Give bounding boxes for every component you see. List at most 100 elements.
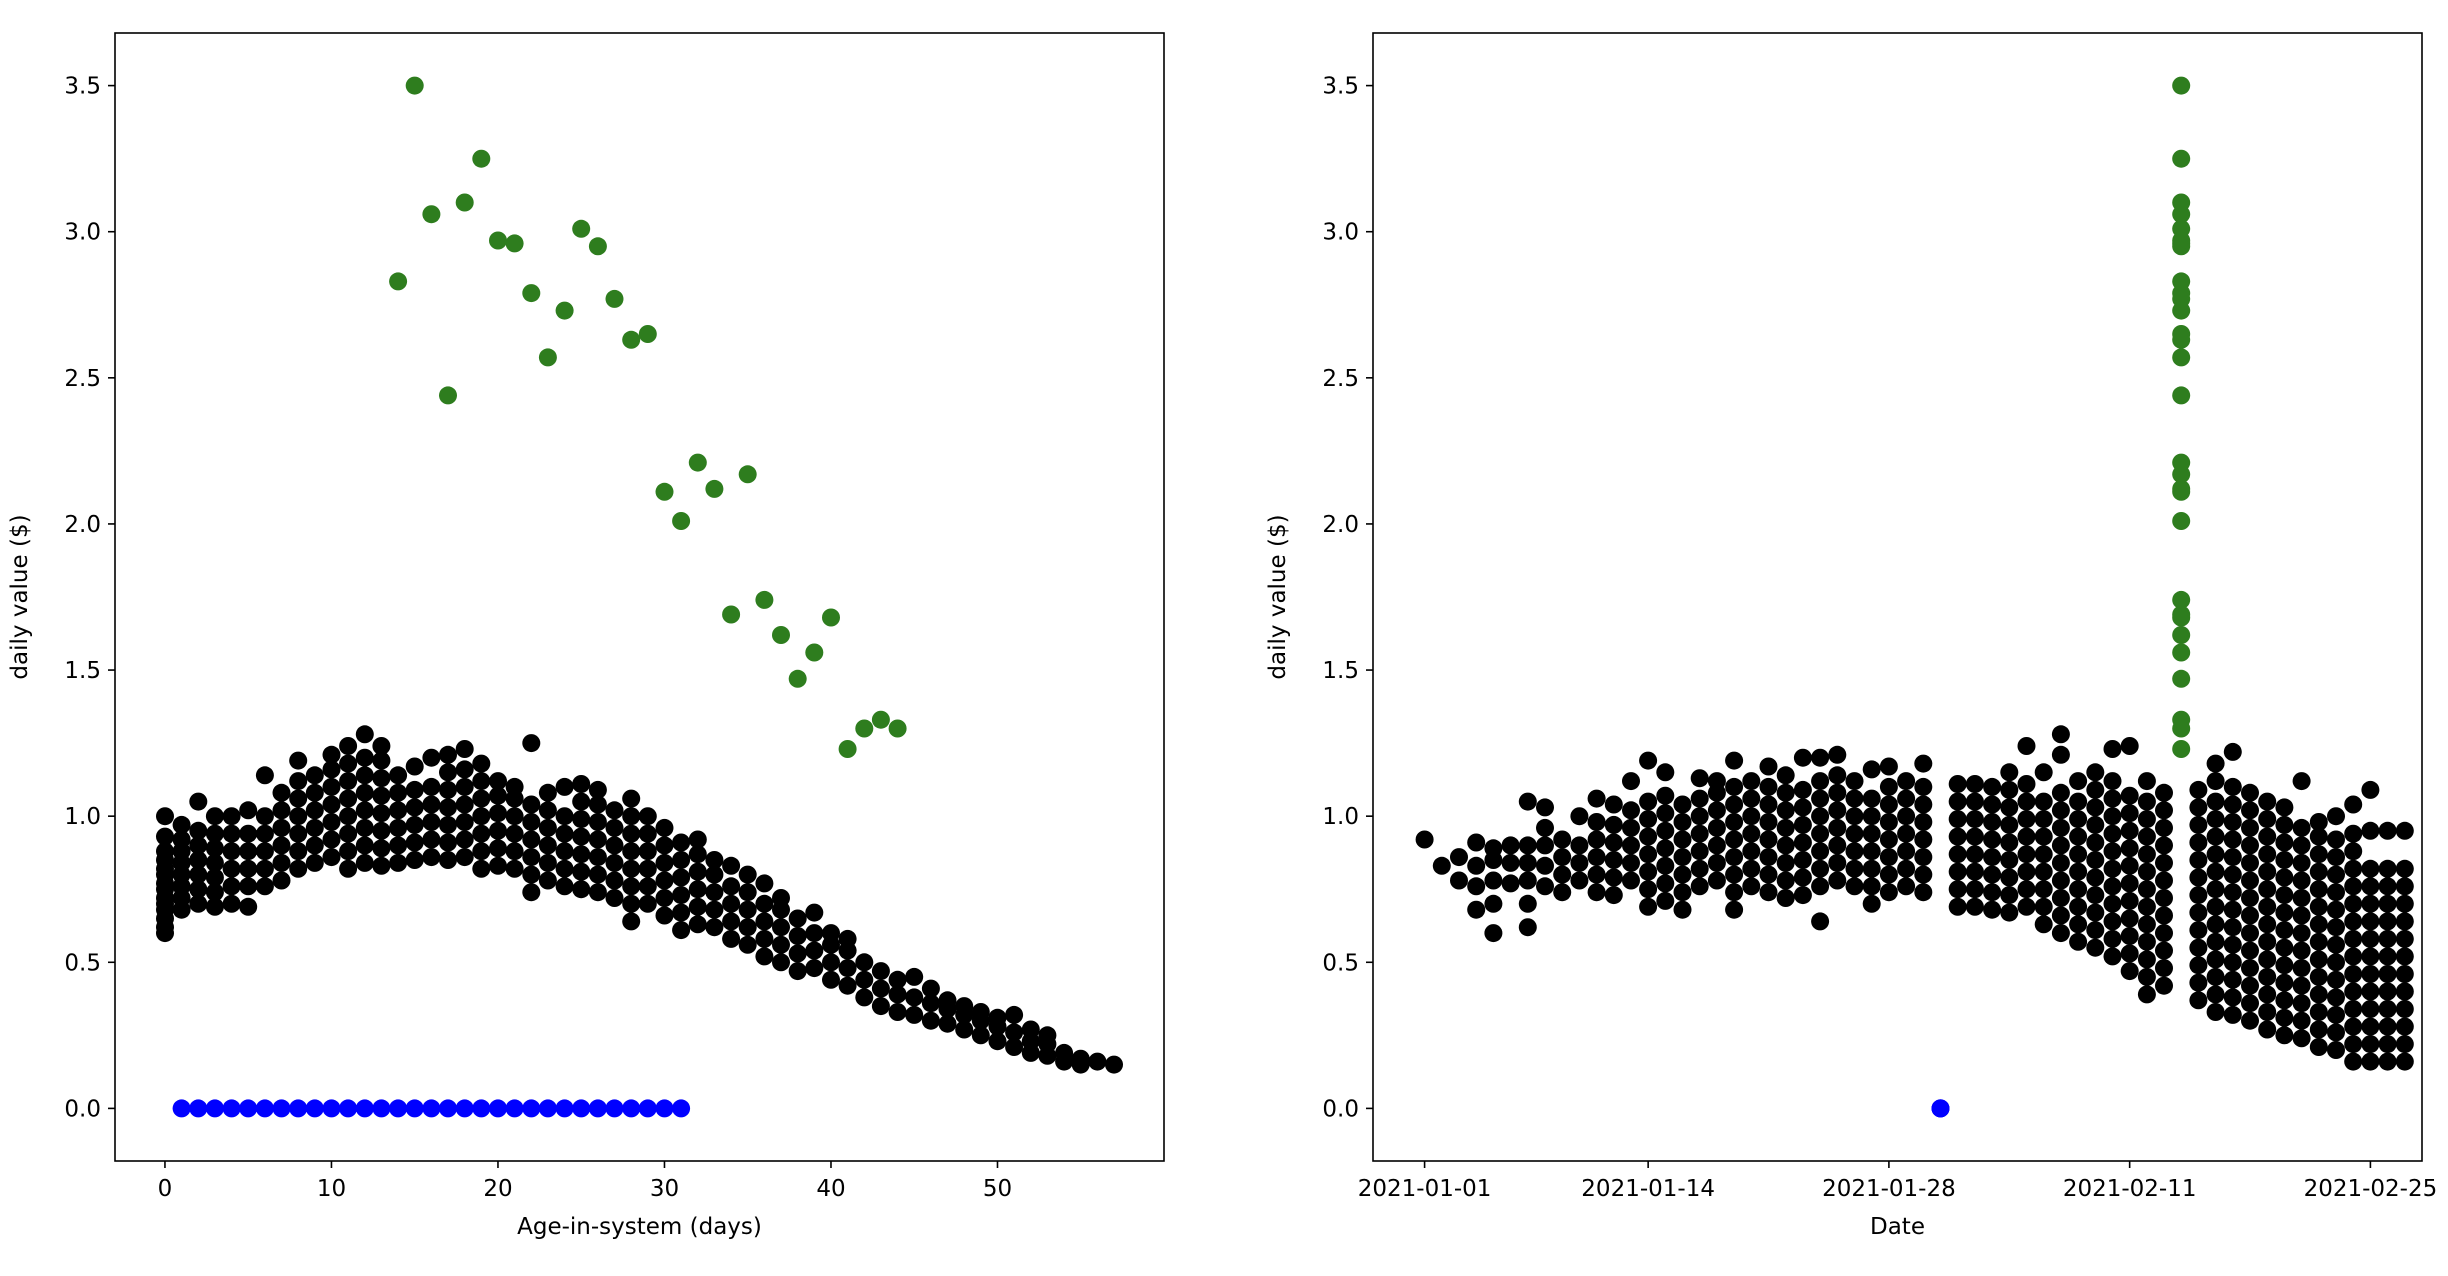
data-point [2172,453,2191,472]
right-plot-frame [1372,32,2423,1162]
data-point [2258,845,2277,864]
data-point [822,608,840,627]
data-point [2258,950,2277,969]
data-point [2086,938,2105,957]
data-point [1536,877,1554,896]
data-point [588,795,607,814]
data-point [522,734,541,753]
right-x-ticks: 2021-01-01 2021-01-14 2021-01-28 2021-02-11… [1358,1161,2437,1202]
data-point [1948,897,1967,916]
data-point [2137,967,2156,986]
data-point [189,851,208,869]
data-point [1828,836,1847,855]
data-point [239,842,258,861]
data-point [1467,877,1486,896]
data-point [405,1099,424,1118]
data-point [522,284,541,303]
data-point [2309,845,2328,864]
data-point [239,877,258,896]
data-point [838,740,857,758]
data-point [1690,769,1709,788]
data-point [988,1032,1007,1051]
data-point [505,1099,524,1118]
data-point [1811,842,1830,861]
y-tick-label: 3.5 [1322,74,1359,100]
data-point [2034,880,2053,899]
data-point [2223,795,2242,814]
data-point [2155,818,2173,837]
data-point [1450,848,1468,867]
data-point [2309,985,2328,1004]
data-point [1005,1005,1024,1024]
data-point [2103,877,2122,896]
data-point [2000,851,2019,869]
data-point [888,719,907,738]
data-point [2361,859,2380,878]
data-point [2361,1017,2380,1036]
data-point [2120,804,2139,823]
data-point [2137,985,2156,1004]
data-point [2051,871,2070,890]
data-point [2069,810,2088,829]
data-point [938,1014,957,1033]
data-point [2327,807,2345,826]
data-point [2189,921,2208,940]
data-point [2000,763,2019,782]
data-point [738,935,757,954]
data-point [1570,853,1589,872]
data-point [205,807,224,826]
x-tick-label: 2021-01-28 [1822,1176,1956,1202]
data-point [455,760,474,779]
data-point [1656,763,1675,782]
data-point [1673,900,1692,919]
x-tick-label: 40 [816,1176,845,1202]
data-point [1622,772,1640,791]
data-point [2189,780,2208,799]
data-point [1845,877,1864,896]
data-point [189,865,208,884]
data-point [222,894,241,913]
data-point [2189,851,2208,869]
data-point [622,330,641,349]
data-point [2034,862,2053,881]
data-point [189,836,208,855]
data-point [2344,1000,2363,1018]
data-point [422,813,441,831]
data-point [2155,871,2173,890]
data-point [405,798,424,817]
data-point [1983,813,2002,831]
data-point [389,818,408,837]
data-point [355,748,374,767]
data-point [572,219,591,238]
data-point [838,976,857,995]
x-tick-label: 0 [158,1176,173,1202]
data-point [2344,1035,2363,1054]
data-point [1690,842,1709,861]
data-point [1879,777,1898,796]
data-point [788,962,807,981]
data-point [2155,853,2173,872]
data-point [2378,877,2397,896]
data-point [405,76,424,95]
data-point [2258,862,2277,881]
data-point [1828,766,1847,785]
data-point [905,1005,924,1024]
data-point [1639,751,1658,770]
data-point [239,897,258,916]
data-point [322,760,341,779]
data-point [2137,897,2156,916]
data-point [1965,880,1984,899]
data-point [522,795,541,814]
data-point [1811,748,1830,767]
data-point [1948,775,1967,793]
data-point [1553,865,1572,884]
data-point [2172,348,2191,367]
data-point [2172,193,2191,212]
data-point [289,807,308,826]
data-point [755,590,774,609]
data-point [2223,935,2242,954]
data-point [289,859,308,878]
x-tick-label: 2021-02-25 [2304,1176,2438,1202]
data-point [422,830,441,849]
data-point [1484,924,1503,943]
